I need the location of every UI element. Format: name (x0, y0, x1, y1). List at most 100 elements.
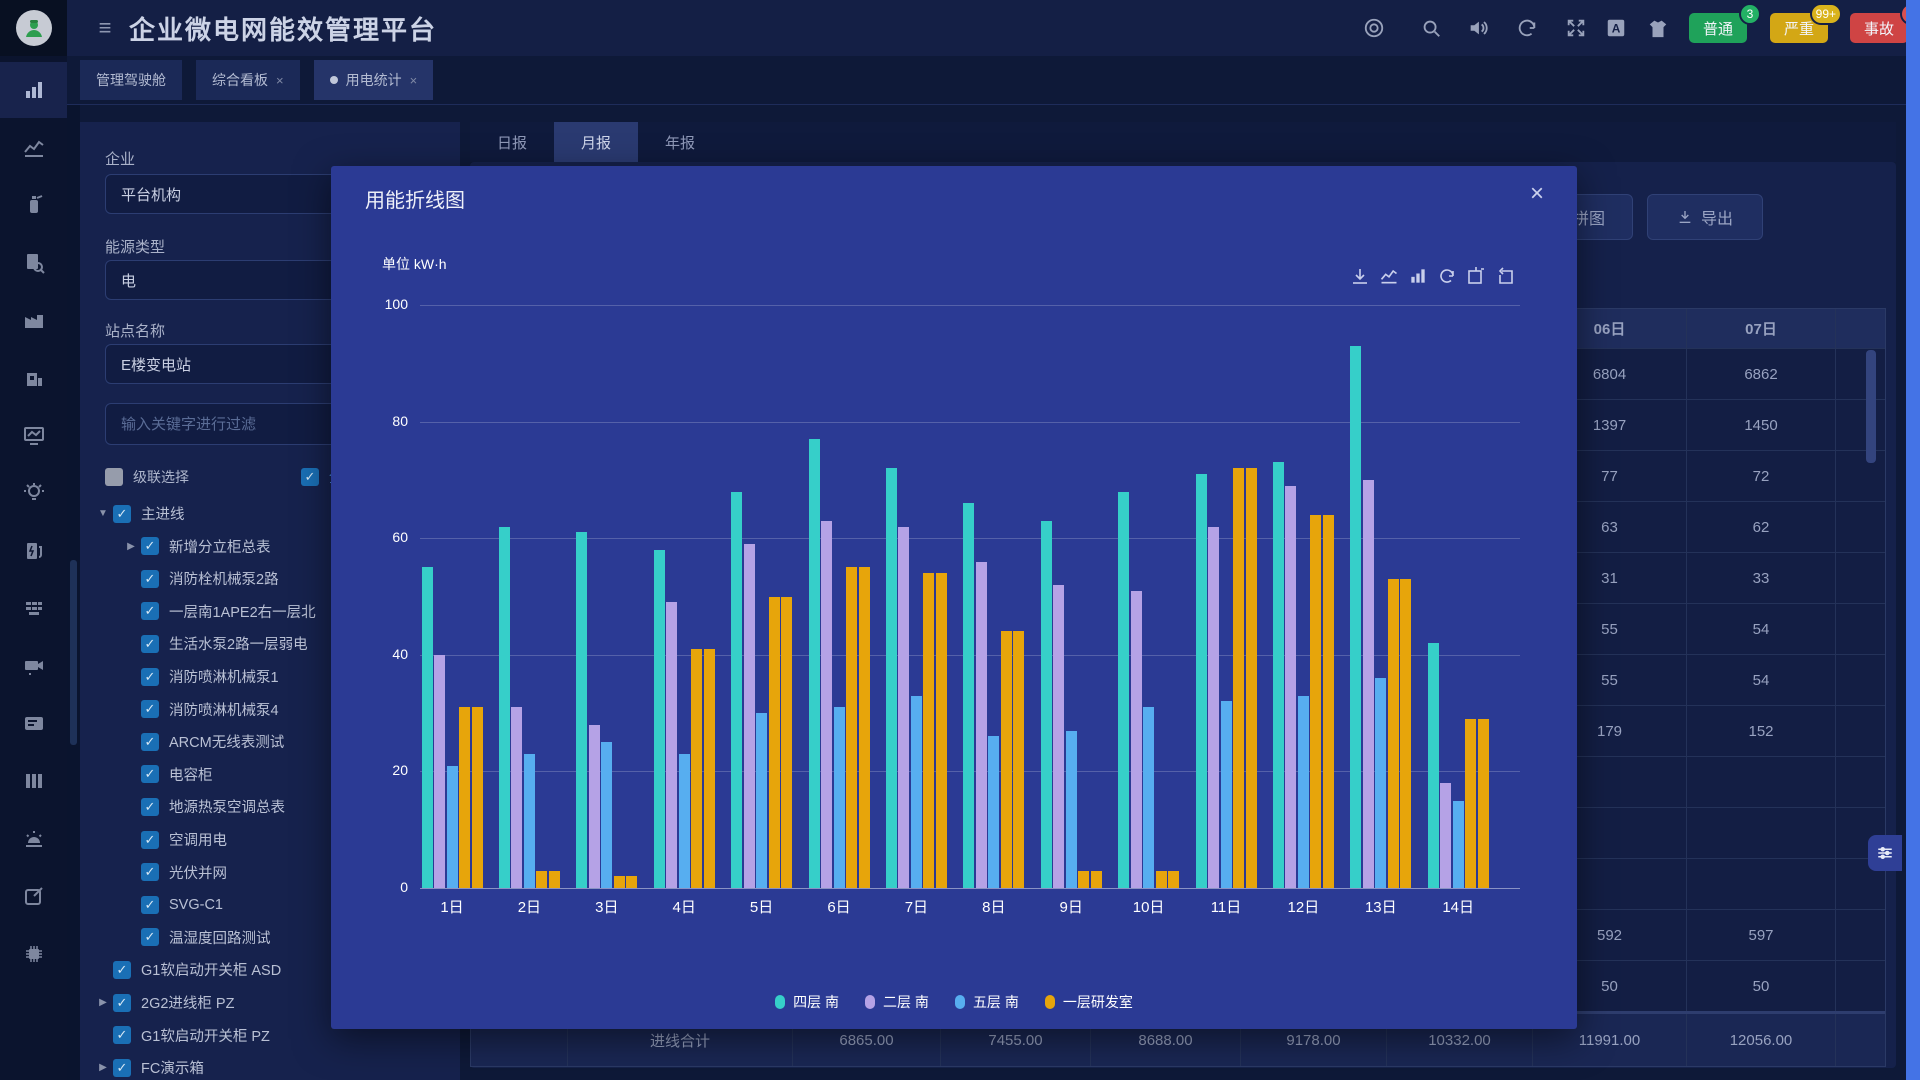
close-tab-icon[interactable]: × (276, 72, 284, 88)
tree-checkbox[interactable]: ✓ (141, 569, 159, 588)
tree-checkbox[interactable]: ✓ (141, 830, 159, 849)
doc-search-icon[interactable] (0, 235, 67, 291)
translate-icon[interactable]: A (1601, 13, 1631, 43)
tree-checkbox[interactable]: ✓ (141, 700, 159, 719)
tree-item[interactable]: ✓ 消防喷淋机械泵4 (80, 693, 505, 726)
tree-item[interactable]: ▶ ✓ FC演示箱 (80, 1051, 477, 1080)
nav-tab-2[interactable]: 综合看板 × (196, 60, 300, 100)
fullscreen-icon[interactable] (1561, 13, 1591, 43)
tree-item[interactable]: ✓ 空调用电 (80, 823, 505, 856)
tree-checkbox[interactable]: ✓ (113, 1026, 131, 1045)
bulb-icon[interactable] (0, 465, 67, 521)
tree-item[interactable]: ✓ 消防喷淋机械泵1 (80, 660, 505, 693)
tree-item[interactable]: ✓ 光伏并网 (80, 856, 505, 889)
restore-icon[interactable] (1437, 266, 1457, 286)
archive-icon[interactable] (0, 753, 67, 809)
theme-icon[interactable] (1643, 13, 1673, 43)
tree-checkbox[interactable]: ✓ (141, 537, 159, 556)
zoom-icon[interactable] (1466, 266, 1486, 286)
card-icon[interactable] (0, 696, 67, 752)
cascade-row: 级联选择 ✓ 全选 (105, 467, 357, 487)
building-icon[interactable] (0, 350, 67, 406)
tree-item[interactable]: ▶ ✓ 2G2进线柜 PZ (80, 986, 477, 1019)
alert-button-1[interactable]: 普通 3 (1689, 3, 1761, 43)
alert-button-2[interactable]: 严重 99+ (1770, 3, 1842, 43)
tree-item[interactable]: ▼ ✓ 主进线 (80, 497, 477, 530)
cascade-checkbox[interactable] (105, 468, 123, 486)
tree-expand-icon[interactable]: ▼ (98, 508, 108, 519)
tree-item[interactable]: ✓ 电容柜 (80, 758, 505, 791)
extinguisher-icon[interactable] (0, 177, 67, 233)
report-tab-1[interactable]: 日报 (496, 134, 527, 152)
tree-expand-icon[interactable]: ▶ (99, 997, 107, 1008)
tree-checkbox[interactable]: ✓ (113, 1058, 131, 1077)
tree-checkbox[interactable]: ✓ (141, 895, 159, 914)
tree-checkbox[interactable]: ✓ (113, 960, 131, 979)
volume-icon[interactable] (1463, 13, 1493, 43)
help-circle-icon[interactable] (1359, 13, 1389, 43)
legend-item[interactable]: 二层 南 (865, 992, 929, 1012)
table-scrollbar-thumb[interactable] (1866, 350, 1876, 463)
legend-item[interactable]: 一层研发室 (1044, 992, 1133, 1012)
tree-item[interactable]: ▶ ✓ 新增分立柜总表 (80, 530, 505, 563)
tree-item[interactable]: ✓ 温湿度回路测试 (80, 921, 505, 954)
factory-icon[interactable] (0, 292, 67, 348)
line-chart-icon[interactable] (0, 120, 67, 176)
tree-expand-icon[interactable]: ▶ (127, 540, 135, 552)
ev-charger-icon[interactable] (0, 523, 67, 579)
tree-item[interactable]: ✓ 消防栓机械泵2路 (80, 562, 505, 595)
tree-item[interactable]: ✓ G1软启动开关柜 ASD (80, 953, 477, 986)
data-grid-icon[interactable] (0, 580, 67, 636)
tree-checkbox[interactable]: ✓ (141, 667, 159, 686)
tree-item-label: 空调用电 (169, 833, 227, 849)
tree-item[interactable]: ✓ 一层南1APE2右一层北 (80, 595, 505, 628)
select-all-checkbox[interactable]: ✓ (301, 468, 319, 486)
tree-checkbox[interactable]: ✓ (141, 797, 159, 816)
tree-checkbox[interactable]: ✓ (141, 863, 159, 882)
monitor-chart-icon[interactable] (0, 408, 67, 464)
tree-checkbox[interactable]: ✓ (141, 732, 159, 751)
panel-scrollbar-thumb[interactable] (70, 560, 77, 745)
tree-expand-icon[interactable]: ▶ (99, 1062, 107, 1074)
legend-item[interactable]: 四层 南 (775, 992, 839, 1012)
export-button[interactable]: 导出 (1647, 194, 1763, 240)
tree-checkbox[interactable]: ✓ (141, 602, 159, 621)
tree-checkbox[interactable]: ✓ (113, 504, 131, 523)
tree-item[interactable]: ✓ SVG-C1 (80, 888, 505, 921)
bar-二层 南-10日 (1130, 590, 1142, 888)
back-icon[interactable] (1495, 266, 1515, 286)
bar-chart-icon[interactable] (1408, 266, 1428, 286)
table-cell: 50 (1686, 961, 1835, 1011)
report-tab-3[interactable]: 年报 (664, 134, 695, 152)
tree-item[interactable]: ✓ ARCM无线表测试 (80, 725, 505, 758)
nav-tab-3[interactable]: 用电统计 × (313, 60, 434, 100)
line-chart-icon[interactable] (1379, 266, 1399, 286)
tree-item[interactable]: ✓ G1软启动开关柜 PZ (80, 1019, 477, 1052)
alarm-icon[interactable] (0, 811, 67, 867)
bar-chart-icon[interactable] (0, 62, 67, 118)
page-scrollbar[interactable] (1906, 0, 1920, 1080)
tree-item[interactable]: ✓ 生活水泵2路一层弱电 (80, 627, 505, 660)
panel-scrollbar[interactable] (67, 105, 80, 1080)
search-icon[interactable] (1416, 13, 1446, 43)
report-tab-2[interactable]: 月报 (554, 122, 638, 162)
collapse-menu-icon[interactable]: ≡ (98, 15, 112, 40)
close-tab-icon[interactable]: × (409, 72, 418, 88)
edit-icon[interactable] (0, 868, 67, 924)
close-icon[interactable]: × (1529, 180, 1544, 207)
tree-checkbox[interactable]: ✓ (141, 634, 159, 653)
download-icon[interactable] (1350, 266, 1370, 286)
nav-tab-1[interactable]: 管理驾驶舱 (80, 60, 182, 100)
filter-settings-icon[interactable] (1868, 835, 1902, 871)
chip-icon[interactable] (0, 926, 67, 982)
tree-checkbox[interactable]: ✓ (113, 993, 131, 1012)
table-cell: 152 (1686, 706, 1835, 756)
camera-icon[interactable] (0, 638, 67, 694)
tree-checkbox[interactable]: ✓ (141, 928, 159, 947)
refresh-icon[interactable] (1512, 13, 1542, 43)
legend-item[interactable]: 五层 南 (954, 992, 1019, 1012)
alert-button-3[interactable]: 事故4 (1850, 3, 1920, 43)
tree-item[interactable]: ✓ 地源热泵空调总表 (80, 790, 505, 823)
tree-checkbox[interactable]: ✓ (141, 765, 159, 784)
logo[interactable] (0, 0, 67, 56)
